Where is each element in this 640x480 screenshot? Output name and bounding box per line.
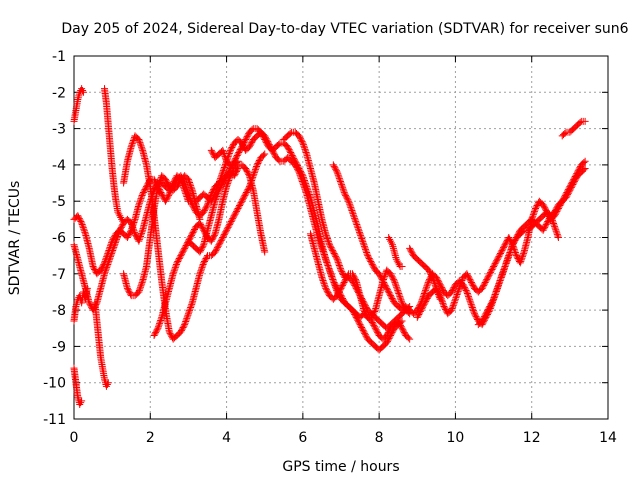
data-series <box>70 85 589 408</box>
y-tick-label: -8 <box>52 303 66 319</box>
x-tick-label: 14 <box>599 430 617 446</box>
x-tick-label: 4 <box>222 430 231 446</box>
x-axis-ticks: 0 2 4 6 8 10 12 14 <box>70 56 617 446</box>
series-track-s <box>413 157 589 321</box>
series-track-i <box>120 132 269 343</box>
series-track-a <box>70 85 88 125</box>
y-axis-ticks: -1 -2 -3 -4 -5 -6 -7 -8 -9 -10 -11 <box>43 49 608 428</box>
y-tick-label: -3 <box>52 122 66 138</box>
y-tick-label: -1 <box>52 49 66 65</box>
y-axis-label: SDTVAR / TECUs <box>7 181 23 296</box>
y-tick-label: -10 <box>43 376 66 392</box>
y-tick-label: -4 <box>52 158 66 174</box>
series-track-o <box>329 161 406 314</box>
y-tick-label: -7 <box>52 267 66 283</box>
y-tick-label: -6 <box>52 231 66 247</box>
series-track-t <box>474 208 562 329</box>
series-track-l <box>207 146 242 169</box>
x-tick-label: 12 <box>523 430 541 446</box>
y-tick-label: -9 <box>52 339 66 355</box>
y-tick-label: -2 <box>52 85 66 101</box>
x-tick-label: 10 <box>447 430 465 446</box>
y-tick-label: -11 <box>43 412 66 428</box>
series-track-g <box>91 299 112 390</box>
x-tick-label: 0 <box>70 430 79 446</box>
series-track-k <box>184 165 242 256</box>
x-tick-label: 2 <box>146 430 155 446</box>
series-track-u <box>558 117 589 140</box>
series-track-h <box>120 172 204 300</box>
x-axis-label: GPS time / hours <box>282 459 399 475</box>
series-track-f <box>101 85 128 227</box>
series-track-b <box>70 364 86 408</box>
series-track-r <box>402 165 589 329</box>
y-tick-label: -5 <box>52 194 66 210</box>
gridlines <box>74 56 608 419</box>
x-tick-label: 6 <box>298 430 307 446</box>
series-track-n <box>306 230 414 321</box>
series-track-p <box>385 234 406 271</box>
chart-title: Day 205 of 2024, Sidereal Day-to-day VTE… <box>61 21 628 37</box>
x-tick-label: 8 <box>375 430 384 446</box>
